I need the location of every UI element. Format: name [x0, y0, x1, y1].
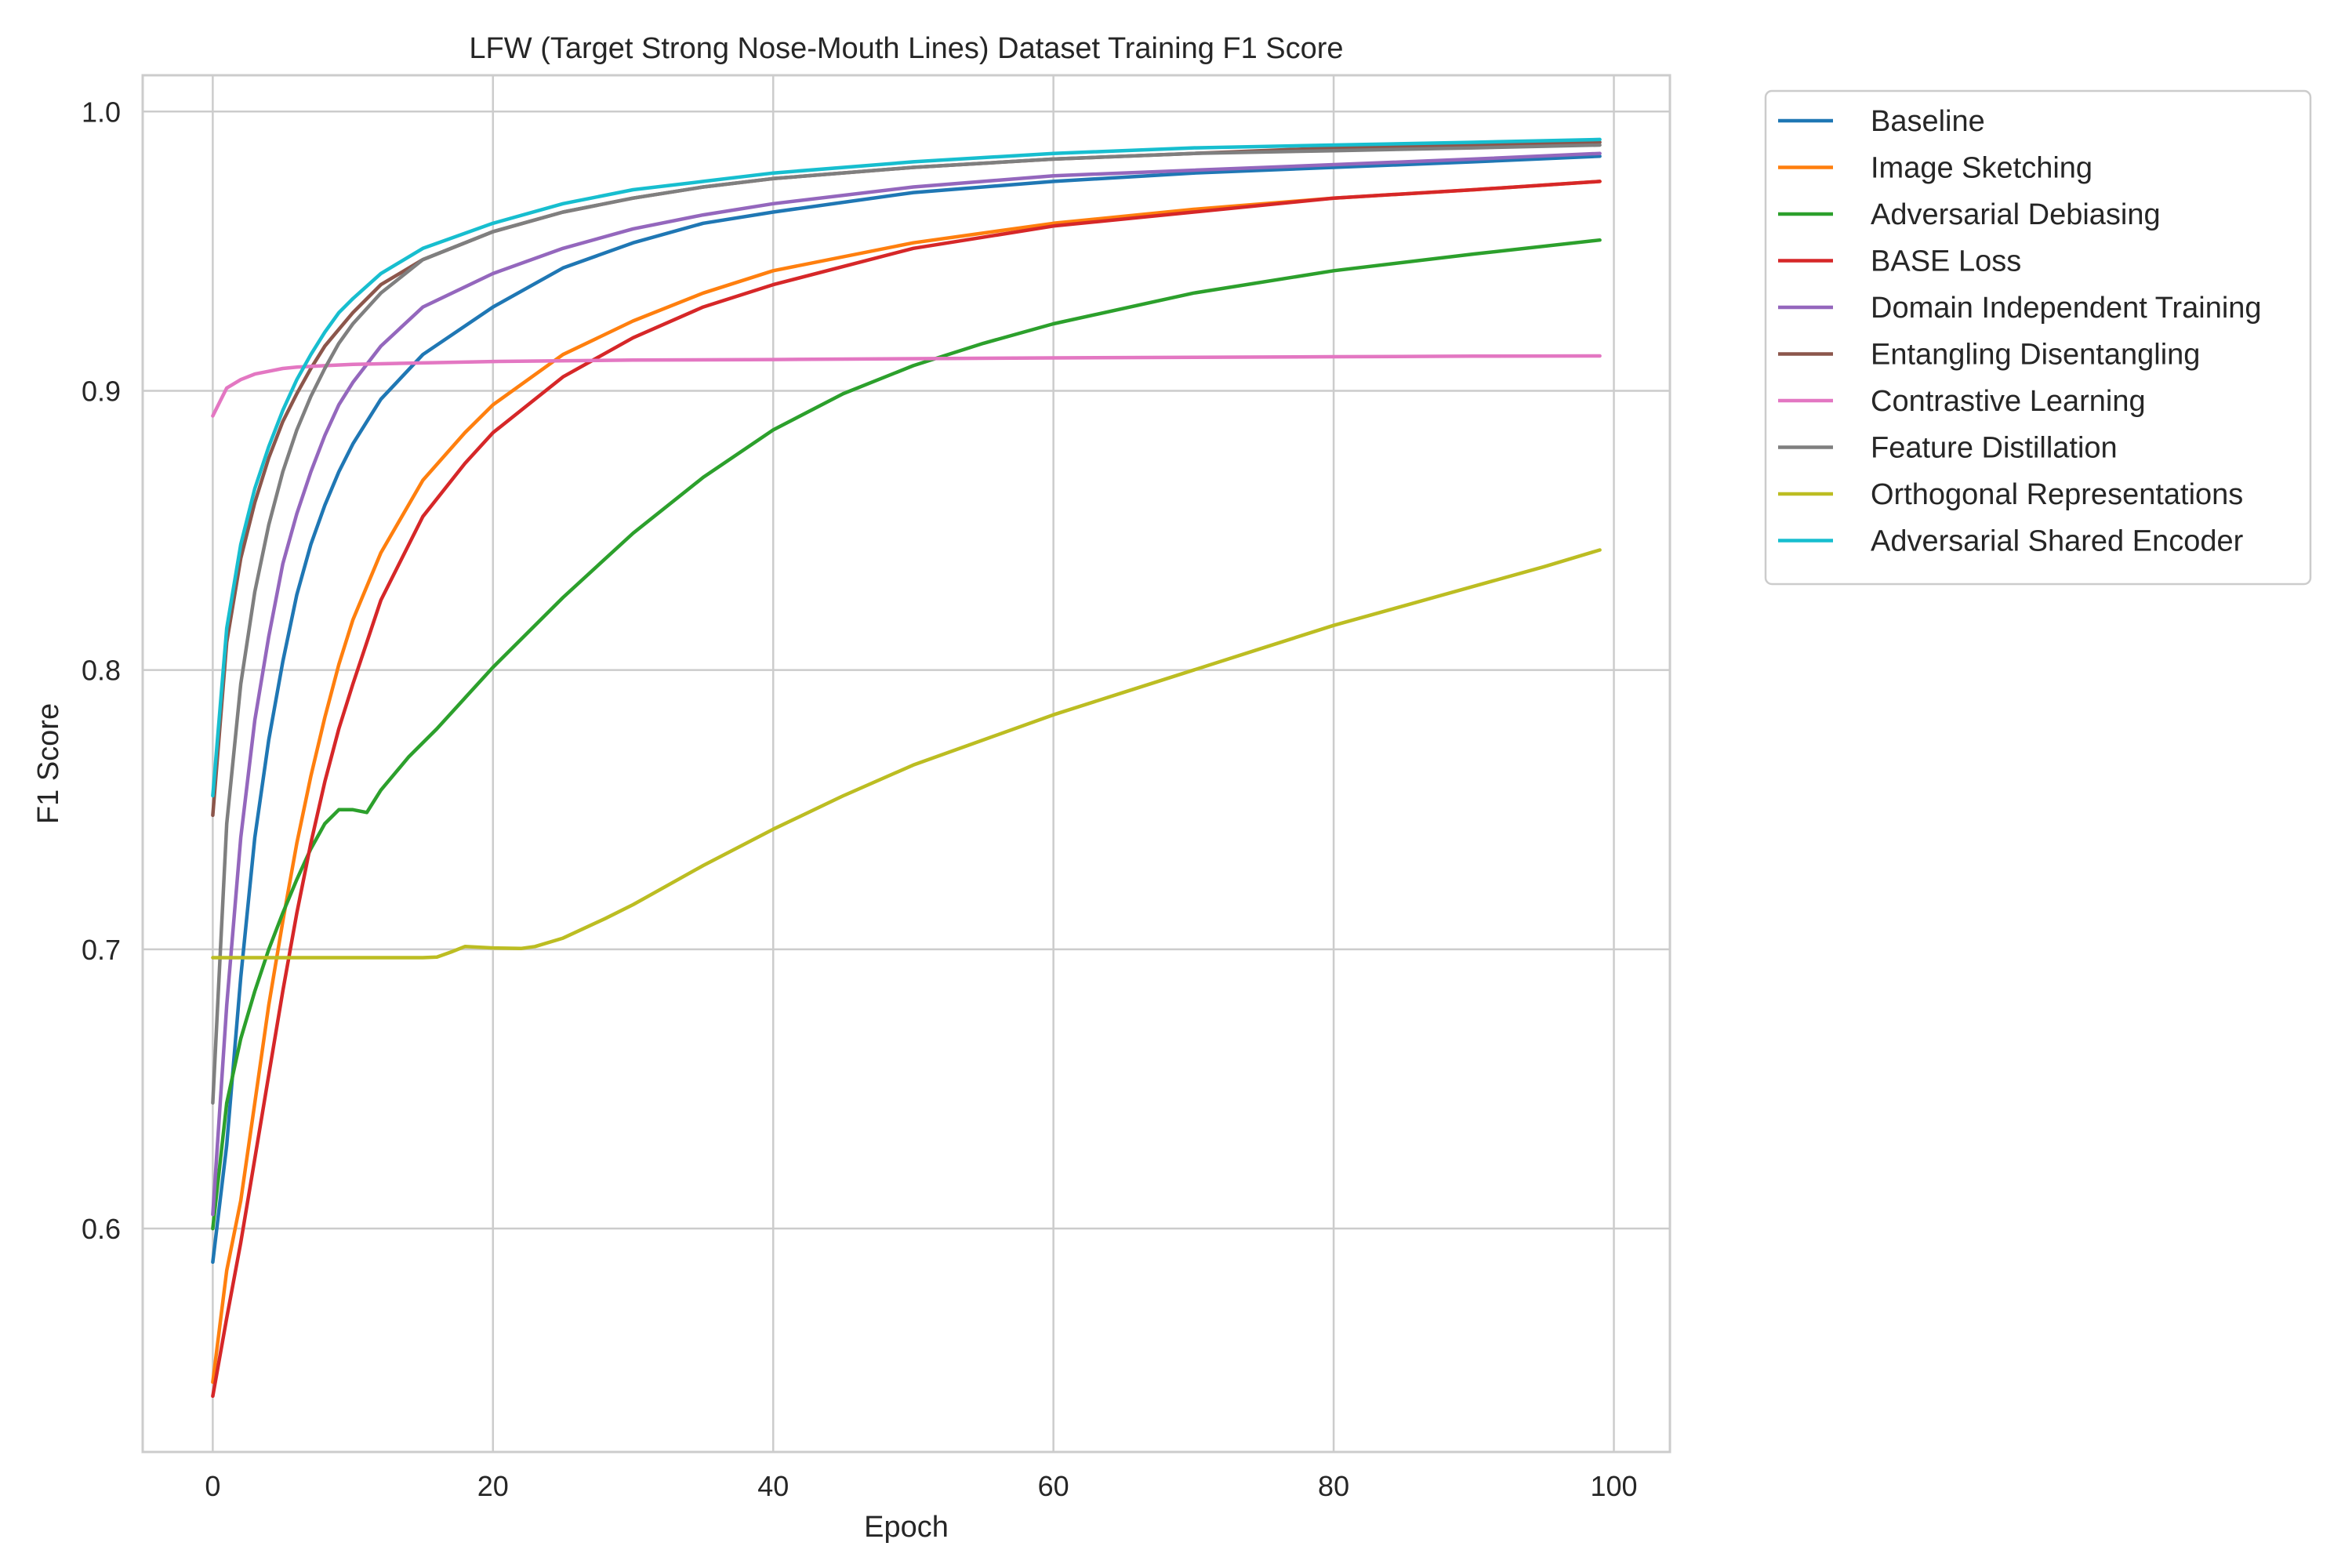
legend-label-adversarial-shared-encoder: Adversarial Shared Encoder: [1871, 525, 2244, 558]
y-tick-label: 0.9: [82, 375, 121, 407]
x-tick-label: 60: [1038, 1470, 1069, 1502]
y-tick-label: 0.7: [82, 934, 121, 966]
legend-label-orthogonal-representations: Orthogonal Representations: [1871, 478, 2243, 511]
legend-label-adversarial-debiasing: Adversarial Debiasing: [1871, 198, 2161, 231]
x-tick-label: 0: [205, 1470, 220, 1502]
grid-lines: [143, 75, 1670, 1452]
series-line-image-sketching: [211, 180, 1602, 1385]
legend-label-domain-independent-training: Domain Independent Training: [1871, 292, 2262, 325]
series-line-domain-independent-training: [211, 151, 1602, 1217]
series-line-baseline: [211, 154, 1602, 1265]
y-tick-label: 0.6: [82, 1213, 121, 1245]
series-line-contrastive-learning: [211, 354, 1602, 418]
y-tick-label: 1.0: [82, 96, 121, 128]
legend: Baseline Image Sketching Adversarial Debia…: [1764, 89, 2312, 586]
legend-label-baseline: Baseline: [1871, 105, 1985, 138]
legend-label-contrastive-learning: Contrastive Learning: [1871, 385, 2146, 418]
tick-labels: 0 20 40 60 80 100 0.6 0.7 0.8 0.9 1.0: [82, 96, 1638, 1502]
x-tick-label: 40: [757, 1470, 789, 1502]
x-tick-label: 100: [1590, 1470, 1637, 1502]
series-line-adversarial-debiasing: [211, 238, 1602, 1231]
chart-title: LFW (Target Strong Nose-Mouth Lines) Dat…: [469, 32, 1343, 65]
legend-label-base-loss: BASE Loss: [1871, 245, 2021, 278]
series-line-adversarial-shared-encoder: [211, 137, 1602, 798]
plot-frame: [141, 74, 1671, 1454]
x-tick-label: 80: [1318, 1470, 1349, 1502]
legend-label-image-sketching: Image Sketching: [1871, 152, 2092, 185]
x-axis-label: Epoch: [864, 1511, 949, 1544]
legend-box: [1764, 89, 2312, 586]
legend-label-feature-distillation: Feature Distillation: [1871, 432, 2118, 465]
legend-label-entangling-disentangling: Entangling Disentangling: [1871, 339, 2200, 372]
y-tick-label: 0.8: [82, 655, 121, 687]
series-line-orthogonal-representations: [211, 548, 1602, 960]
series-line-feature-distillation: [211, 143, 1602, 1105]
legend-items: Baseline Image Sketching Adversarial Debia…: [1778, 105, 2262, 558]
y-axis-label: F1 Score: [32, 703, 65, 824]
series-lines: [211, 137, 1602, 1399]
series-line-base-loss: [211, 180, 1602, 1399]
x-tick-label: 20: [477, 1470, 509, 1502]
